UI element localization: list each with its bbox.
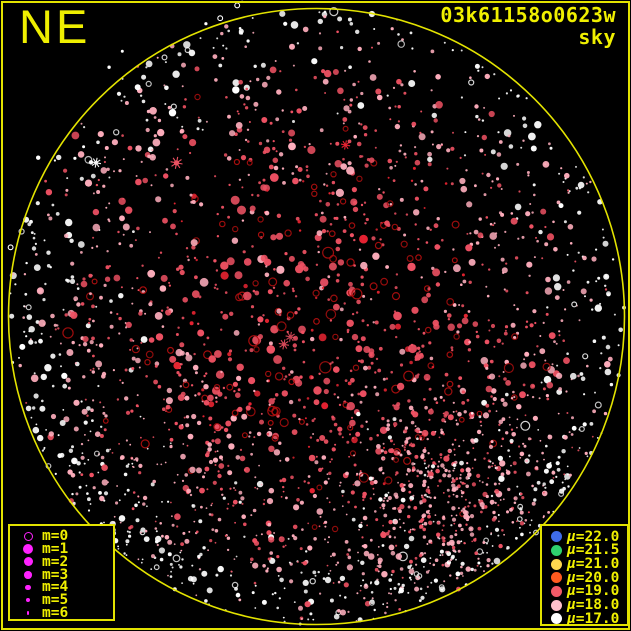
mu-color-dot-icon <box>550 613 562 625</box>
magnitude-legend-label: m=0 <box>42 528 69 545</box>
magnitude-legend-row: m=1 <box>14 540 111 557</box>
orientation-label: NE <box>19 0 91 53</box>
mu-legend-symbol <box>545 613 567 625</box>
magnitude-legend-label: m=4 <box>42 579 69 596</box>
title-block: 03k61158o0623w sky <box>440 4 616 48</box>
mu-legend-row: μ=20.0 <box>545 569 626 586</box>
mu-legend-row: μ=22.0 <box>545 528 626 545</box>
mu-legend-row: μ=17.0 <box>545 610 626 627</box>
magnitude-dot-icon <box>25 584 31 591</box>
magnitude-dot-icon <box>26 598 30 603</box>
mu-color-dot-icon <box>550 558 562 570</box>
mu-legend-label: μ=17.0 <box>567 610 620 627</box>
mu-legend-row: μ=21.0 <box>545 557 626 571</box>
magnitude-legend-symbol <box>14 531 42 541</box>
mu-legend-symbol <box>545 545 567 557</box>
magnitude-legend-row: m=3 <box>14 566 111 583</box>
mu-color-dot-icon <box>550 531 562 543</box>
magnitude-legend-label: m=3 <box>42 566 69 583</box>
magnitude-legend-symbol <box>14 610 42 616</box>
magnitude-legend-row: m=4 <box>14 579 111 596</box>
mu-legend-row: μ=19.0 <box>545 583 626 600</box>
mu-legend-row: μ=18.0 <box>545 598 626 612</box>
magnitude-dot-icon <box>23 544 33 555</box>
mu-legend-symbol <box>545 558 567 570</box>
plot-subtitle: sky <box>578 25 616 49</box>
magnitude-legend-symbol <box>14 557 42 567</box>
mu-legend-label: μ=18.0 <box>567 597 620 614</box>
mu-color-dot-icon <box>550 545 562 557</box>
magnitude-legend-symbol <box>14 584 42 591</box>
magnitude-dot-icon <box>26 610 30 616</box>
magnitude-legend-label: m=1 <box>42 540 69 557</box>
magnitude-legend-row: m=0 <box>14 528 111 545</box>
magnitude-legend-row: m=2 <box>14 553 111 570</box>
magnitude-size-legend: m=0 m=1 m=2 m=3 m=4 m=5 m=6 <box>8 524 115 621</box>
mu-legend-label: μ=19.0 <box>567 583 620 600</box>
magnitude-legend-label: m=5 <box>42 592 69 609</box>
magnitude-dot-icon <box>24 571 32 579</box>
mu-legend-label: μ=21.0 <box>567 555 620 572</box>
magnitude-legend-label: m=6 <box>42 604 69 621</box>
field-boundary-circle <box>7 7 626 626</box>
magnitude-legend-row: m=6 <box>14 604 111 621</box>
mu-legend-label: μ=22.0 <box>567 528 620 545</box>
mu-legend-symbol <box>545 599 567 611</box>
mu-legend-symbol <box>545 531 567 543</box>
mu-legend-label: μ=20.0 <box>567 569 620 586</box>
plot-title: 03k61158o0623w <box>440 3 616 27</box>
mu-legend-row: μ=21.5 <box>545 542 626 559</box>
mu-legend-symbol <box>545 572 567 584</box>
magnitude-legend-label: m=2 <box>42 553 69 570</box>
mu-color-dot-icon <box>550 586 562 598</box>
mu-color-dot-icon <box>550 572 562 584</box>
surface-brightness-color-legend: μ=22.0 μ=21.5 μ=21.0 μ=20.0 μ=19.0 μ=18.0 μ=17… <box>540 524 629 626</box>
magnitude-legend-symbol <box>14 544 42 555</box>
magnitude-legend-symbol <box>14 598 42 603</box>
mu-legend-label: μ=21.5 <box>567 542 620 559</box>
magnitude-dot-icon <box>23 557 33 567</box>
magnitude-legend-row: m=5 <box>14 592 111 609</box>
magnitude-legend-symbol <box>14 571 42 579</box>
mu-legend-symbol <box>545 586 567 598</box>
mu-color-dot-icon <box>550 599 562 611</box>
magnitude-dot-icon <box>23 531 33 541</box>
